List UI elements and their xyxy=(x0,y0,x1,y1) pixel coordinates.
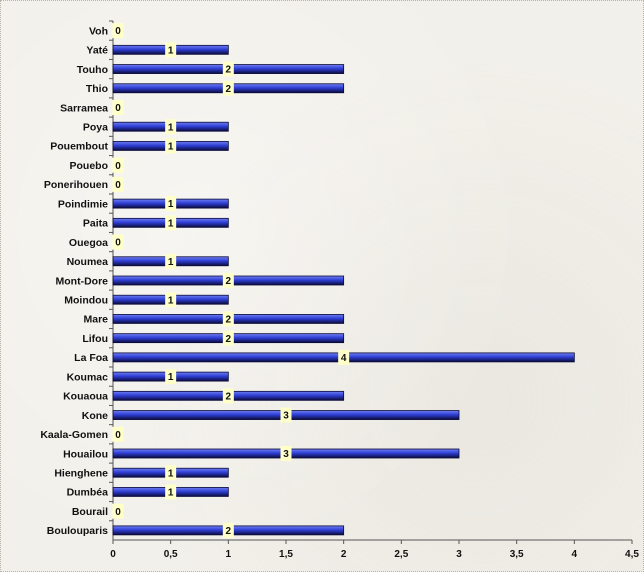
x-tick-label: 4 xyxy=(572,549,578,560)
category-label: Kouaoua xyxy=(63,391,108,403)
data-label-bg xyxy=(222,311,234,327)
data-label: 2 xyxy=(226,84,232,95)
data-label: 0 xyxy=(115,180,121,191)
data-label-bg xyxy=(112,426,124,442)
data-label-bg xyxy=(165,196,177,212)
category-label: Moindou xyxy=(64,295,108,307)
data-label-bg xyxy=(222,80,234,96)
category-label: Hienghene xyxy=(54,468,108,480)
data-label-bg xyxy=(165,484,177,500)
category-label: Bourail xyxy=(72,506,108,518)
data-label-bg xyxy=(338,349,350,365)
data-label: 2 xyxy=(226,391,232,402)
data-label: 0 xyxy=(115,507,121,518)
data-label: 1 xyxy=(168,218,174,229)
category-label: Kone xyxy=(82,410,108,422)
x-tick-label: 3,5 xyxy=(510,549,524,560)
x-tick-labels: 0 0,5 1 1,5 2 2,5 3 3,5 4 4,5 xyxy=(110,549,639,560)
category-label: Noumea xyxy=(67,256,109,268)
data-label-bg xyxy=(222,273,234,288)
x-tick-label: 4,5 xyxy=(625,549,639,560)
data-label-bg xyxy=(280,407,292,423)
data-label: 3 xyxy=(283,411,289,422)
x-tick-label: 0,5 xyxy=(164,549,178,560)
data-label-bg xyxy=(222,61,234,77)
data-label-bg xyxy=(112,23,124,39)
data-label: 1 xyxy=(168,257,174,268)
data-label: 1 xyxy=(168,295,174,306)
category-label: Yaté xyxy=(86,45,108,57)
category-label: La Foa xyxy=(74,352,108,364)
data-label-bg xyxy=(165,369,177,385)
category-label: Mont-Dore xyxy=(56,275,109,287)
x-tick-label: 0 xyxy=(110,549,116,560)
category-label: Houailou xyxy=(63,448,108,460)
data-label: 2 xyxy=(226,65,232,76)
x-tick-label: 3 xyxy=(456,549,462,560)
category-label: Ponerihouen xyxy=(44,179,108,191)
data-label: 0 xyxy=(115,103,121,114)
category-label: Poindimie xyxy=(58,198,108,210)
data-label-bg xyxy=(222,330,234,346)
data-label: 4 xyxy=(341,353,347,364)
data-label-bg xyxy=(112,157,124,173)
category-label: Touho xyxy=(77,64,108,76)
category-label: Paita xyxy=(83,218,108,230)
data-label: 0 xyxy=(115,26,121,37)
x-tick-label: 1,5 xyxy=(279,549,293,560)
data-label-bg xyxy=(165,119,177,135)
x-tick-label: 2,5 xyxy=(394,549,408,560)
data-label-bg xyxy=(165,465,177,481)
data-label: 0 xyxy=(115,238,121,249)
category-label: Thio xyxy=(86,83,108,95)
data-label: 2 xyxy=(226,526,232,537)
category-label: Dumbéa xyxy=(67,487,109,499)
category-label: Mare xyxy=(83,314,108,326)
data-label: 2 xyxy=(226,315,232,326)
data-label-bg xyxy=(222,388,234,404)
data-labels: 0 1 2 2 0 1 1 0 0 1 1 0 1 2 1 2 2 4 1 2 3 0 3 1 1 0 2 xyxy=(112,23,350,538)
data-label: 3 xyxy=(283,449,289,460)
data-label-bg xyxy=(165,215,177,231)
data-label: 1 xyxy=(168,468,174,479)
category-label: Pouembout xyxy=(50,141,108,153)
data-label-bg xyxy=(165,253,177,269)
data-label-bg xyxy=(112,503,124,519)
data-label-bg xyxy=(165,42,177,58)
bars xyxy=(112,44,575,536)
data-label-bg xyxy=(165,292,177,308)
data-label-bg xyxy=(165,138,177,154)
data-label: 1 xyxy=(168,488,174,499)
x-tick-label: 1 xyxy=(226,549,232,560)
data-label-bg xyxy=(222,522,234,538)
category-label: Boulouparis xyxy=(47,525,108,537)
data-label: 1 xyxy=(168,122,174,133)
category-label: Ouegoa xyxy=(69,237,108,249)
data-label: 1 xyxy=(168,45,174,56)
data-label: 0 xyxy=(115,430,121,441)
data-label: 0 xyxy=(115,161,121,172)
category-label: Pouebo xyxy=(70,160,109,172)
category-label: Poya xyxy=(83,122,108,134)
data-label: 1 xyxy=(168,372,174,383)
category-labels: Voh Yaté Touho Thio Sarramea Poya Pouembout Pou… xyxy=(40,25,108,537)
data-label-bg xyxy=(112,176,124,192)
data-label-bg xyxy=(112,234,124,250)
data-label: 2 xyxy=(226,334,232,345)
category-label: Kaala-Gomen xyxy=(40,429,108,441)
data-label-bg xyxy=(112,100,124,115)
data-label: 2 xyxy=(226,276,232,287)
category-label: Lifou xyxy=(82,333,108,345)
data-label: 1 xyxy=(168,142,174,153)
category-label: Koumac xyxy=(67,371,109,383)
category-label: Sarramea xyxy=(60,102,108,114)
data-label-bg xyxy=(280,446,292,461)
data-label: 1 xyxy=(168,199,174,210)
x-tick-label: 2 xyxy=(341,549,347,560)
category-label: Voh xyxy=(89,25,108,37)
